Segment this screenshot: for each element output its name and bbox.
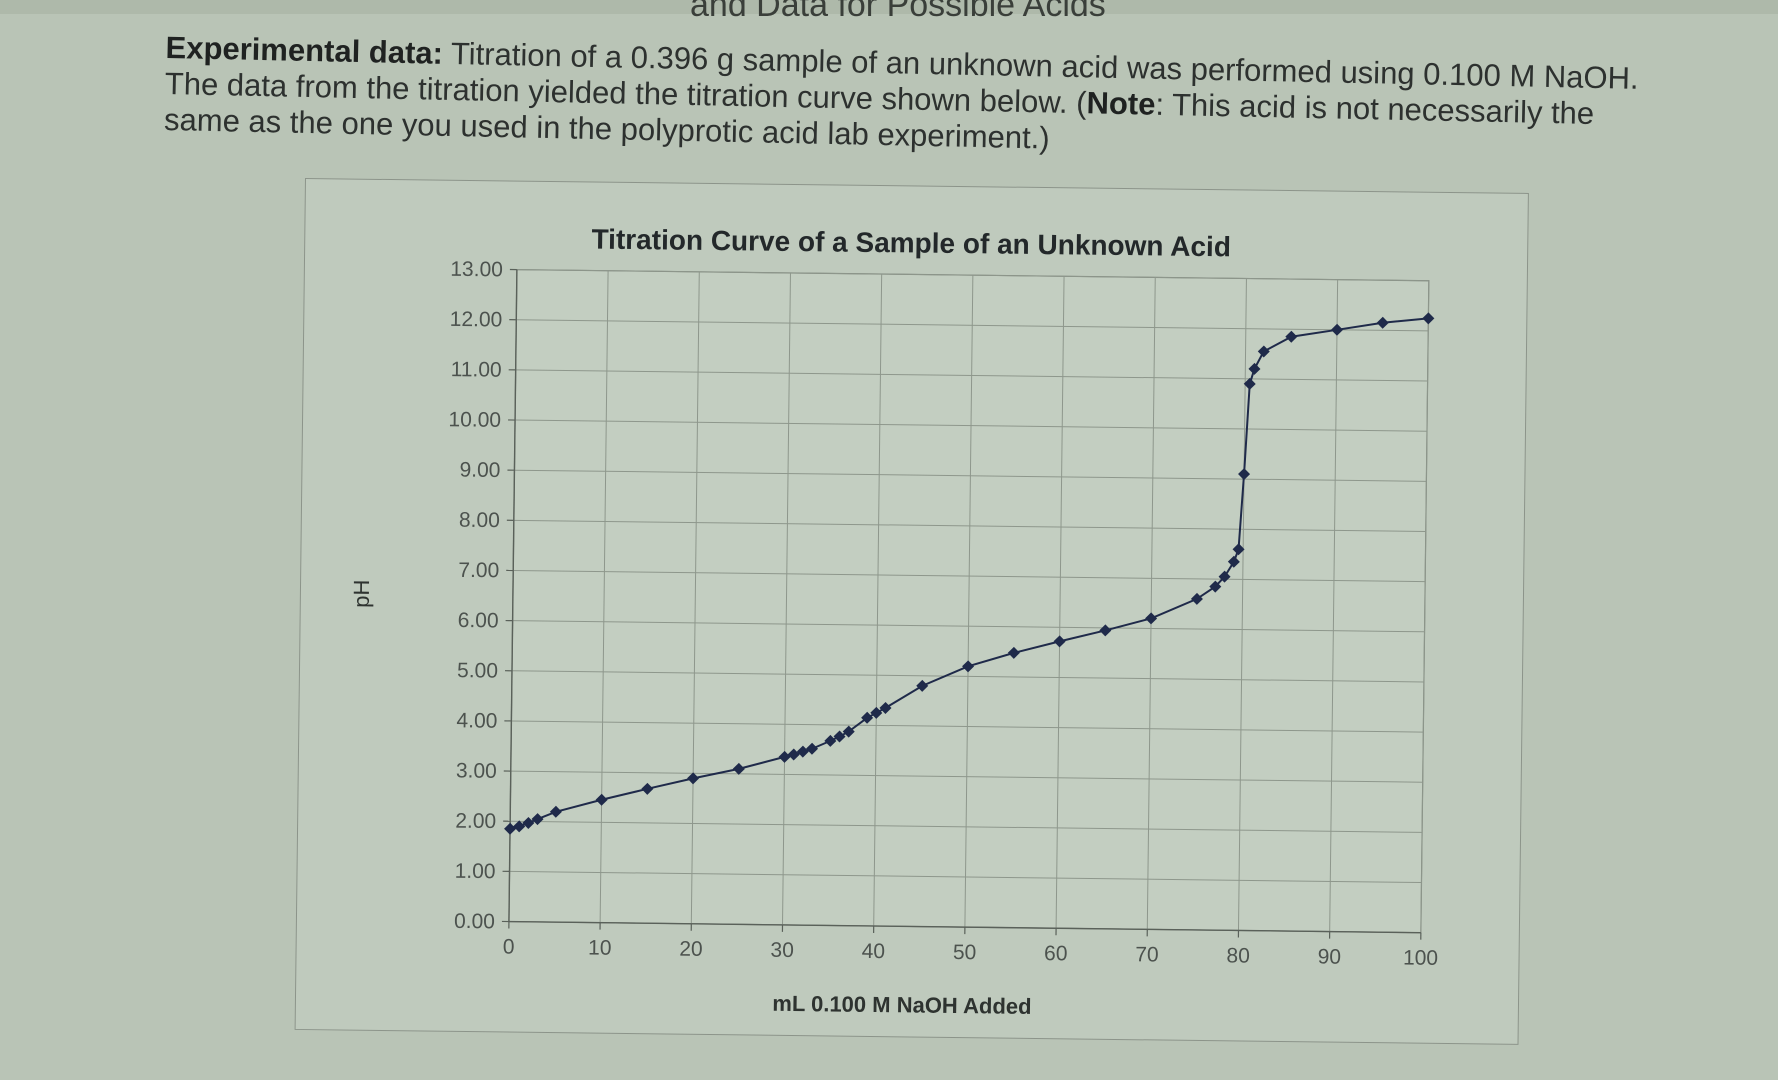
data-point — [778, 750, 791, 763]
data-point — [531, 813, 544, 826]
y-tick-labels: 0.00 1.00 2.00 3.00 4.00 5.00 6.00 7.00 8.00 9.00… — [448, 258, 503, 934]
chart-grid — [501, 268, 1430, 940]
x-gridline — [782, 272, 791, 925]
data-point — [1218, 570, 1231, 583]
data-point — [962, 660, 975, 673]
data-point — [870, 706, 883, 719]
x-axis-line — [508, 920, 1421, 934]
data-point — [1145, 612, 1158, 625]
series-line — [509, 317, 1429, 830]
data-point — [522, 816, 535, 829]
x-gridline — [1237, 278, 1247, 931]
data-point — [1248, 362, 1261, 375]
data-point — [842, 725, 855, 738]
x-tick-label: 10 — [588, 937, 612, 960]
data-series — [504, 312, 1435, 835]
x-tick-label: 60 — [1044, 942, 1068, 965]
y-tick-label: 11.00 — [451, 358, 502, 382]
y-tick-label: 3.00 — [456, 759, 497, 782]
data-point — [732, 762, 745, 775]
y-tick-label: 13.00 — [450, 258, 503, 282]
data-point — [1099, 624, 1112, 637]
y-tick-label: 12.00 — [450, 308, 503, 332]
y-tick-label: 9.00 — [459, 459, 500, 482]
data-point — [1232, 543, 1245, 556]
data-point — [1190, 592, 1203, 605]
x-gridline — [1146, 277, 1156, 930]
data-point — [1422, 312, 1435, 325]
x-tick-label: 0 — [503, 935, 515, 958]
data-point — [806, 742, 819, 755]
note-label: Note — [1086, 85, 1156, 122]
y-tick-label: 2.00 — [455, 810, 496, 833]
x-tick-labels: 0 10 20 30 40 50 60 70 80 90 100 — [503, 935, 1439, 969]
x-tick-label: 50 — [953, 941, 977, 964]
experimental-data-paragraph: Experimental data: Titration of a 0.396 … — [164, 30, 1646, 169]
data-point — [595, 793, 608, 806]
page-header-text: and Data for Possible Acids — [690, 0, 1106, 24]
data-point — [1243, 377, 1256, 390]
x-tick-label: 40 — [862, 940, 886, 963]
y-tick-label: 7.00 — [458, 559, 499, 582]
data-point — [1209, 580, 1222, 593]
data-point — [1238, 468, 1251, 481]
x-gridline — [1420, 280, 1430, 933]
data-point — [513, 820, 526, 833]
data-point — [879, 701, 892, 714]
data-point — [549, 805, 562, 818]
data-point — [796, 745, 809, 758]
x-tick-label: 80 — [1226, 944, 1250, 967]
data-point — [687, 772, 700, 785]
experimental-data-label: Experimental data: — [165, 30, 444, 71]
x-gridline — [873, 274, 883, 927]
data-point — [1285, 330, 1298, 343]
x-tick-label: 70 — [1135, 943, 1159, 966]
y-tick-label: 5.00 — [457, 659, 498, 682]
y-tick-label: 6.00 — [458, 609, 499, 632]
data-point — [824, 734, 837, 747]
chart-title: Titration Curve of a Sample of an Unknow… — [591, 224, 1231, 263]
x-tick-label: 20 — [679, 938, 703, 961]
data-point — [1257, 345, 1270, 358]
x-gridline — [964, 275, 974, 928]
y-tick-label: 4.00 — [456, 709, 497, 732]
x-gridline — [1329, 279, 1339, 932]
data-point — [916, 679, 929, 692]
data-point — [1331, 323, 1344, 336]
x-tick-label: 100 — [1403, 946, 1438, 969]
data-point — [1227, 555, 1240, 568]
x-gridline — [1055, 276, 1065, 929]
data-point — [1376, 316, 1389, 329]
data-point — [1007, 646, 1020, 659]
data-point — [641, 782, 654, 795]
y-axis-label: pH — [349, 580, 374, 608]
page-header-fragment: and Data for Possible Acids — [0, 0, 1778, 24]
y-axis-line — [508, 269, 518, 922]
data-point — [1053, 635, 1066, 648]
y-tick-label: 8.00 — [459, 509, 500, 532]
x-gridline — [599, 270, 609, 923]
y-tick-label: 10.00 — [448, 408, 501, 432]
data-point — [861, 711, 874, 724]
x-axis-label: mL 0.100 M NaOH Added — [772, 991, 1031, 1019]
data-point — [504, 822, 517, 835]
y-tick-label: 1.00 — [455, 860, 496, 883]
x-tick-label: 90 — [1318, 945, 1342, 968]
chart-frame: Titration Curve of a Sample of an Unknow… — [294, 178, 1529, 1045]
y-tick-label: 0.00 — [454, 910, 495, 933]
data-point — [833, 730, 846, 743]
titration-chart: Titration Curve of a Sample of an Unknow… — [349, 224, 1439, 1019]
x-tick-label: 30 — [770, 939, 794, 962]
x-gridline — [690, 271, 700, 924]
data-point — [787, 748, 800, 761]
